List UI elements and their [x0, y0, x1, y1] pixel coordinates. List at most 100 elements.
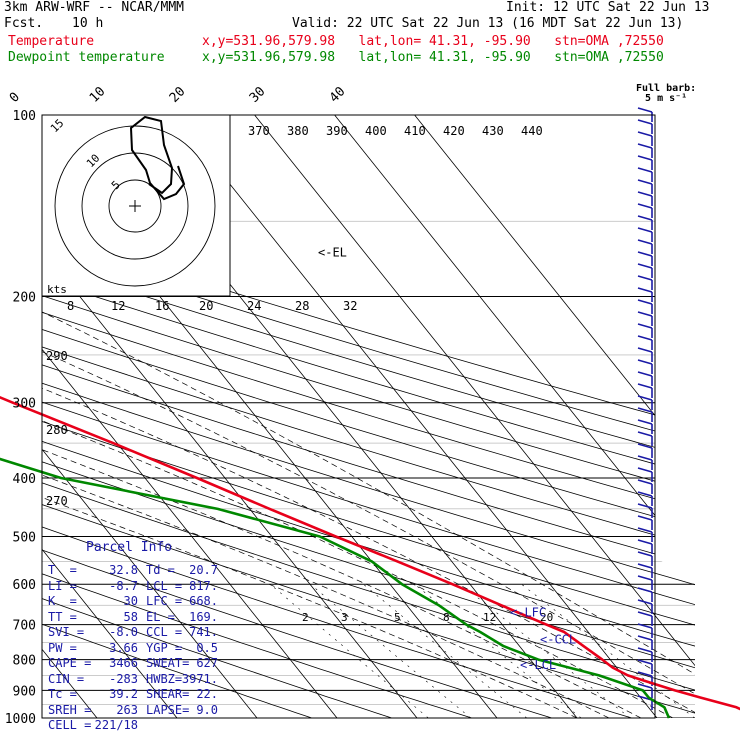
wind-barb	[637, 263, 653, 278]
dry-adiabat	[42, 115, 695, 718]
parcel-info-c: YGP =	[146, 640, 183, 655]
temperature-tick-label: 0	[7, 90, 23, 106]
speed-scale-label: 20	[199, 299, 213, 313]
parcel-info-a: PW =	[48, 640, 77, 655]
speed-scale-label: 24	[247, 299, 261, 313]
speed-scale-label: 28	[295, 299, 309, 313]
wind-barb-flag	[637, 539, 653, 545]
location-info-temperature: x,y=531.96,579.98 lat,lon= 41.31, -95.90…	[202, 34, 664, 49]
theta-label: 380	[287, 124, 309, 138]
dry-adiabat	[42, 115, 675, 718]
wind-barb-flag	[637, 263, 653, 269]
wind-barb	[637, 455, 653, 470]
wind-barb	[637, 527, 653, 542]
location-info-dewpoint: x,y=531.96,579.98 lat,lon= 41.31, -95.90…	[202, 50, 664, 65]
wind-barb	[637, 179, 653, 194]
mixing-ratio-label: 8	[443, 611, 450, 624]
full-barb-units: 5 m s⁻¹	[645, 93, 688, 104]
wind-barb-flag	[637, 155, 653, 161]
wind-barb	[637, 119, 653, 134]
pressure-tick-label: 300	[13, 397, 36, 412]
dry-adiabat	[42, 115, 695, 718]
theta-label: 420	[443, 124, 465, 138]
mixing-ratio-label: 3	[341, 611, 348, 624]
moist-adiabat	[42, 296, 695, 718]
dry-adiabat	[42, 115, 695, 718]
wind-barb	[637, 287, 653, 302]
wind-barb-flag	[637, 431, 653, 437]
parcel-info-b: 39.2	[109, 687, 138, 701]
speed-scale-label: 32	[343, 299, 357, 313]
parcel-info-d: 627	[196, 656, 218, 670]
theta-label: 390	[326, 124, 348, 138]
sounding-profiles	[0, 395, 740, 719]
forecast-value: 10 h	[72, 16, 104, 31]
init-time: Init: 12 UTC Sat 22 Jun 13	[506, 0, 710, 15]
wind-barb	[637, 203, 653, 218]
parcel-info-b: 3.66	[109, 640, 138, 655]
wind-barb-flag	[637, 227, 653, 233]
dry-adiabat	[42, 115, 432, 718]
wind-barb-flag	[637, 299, 653, 305]
wind-barb-flag	[637, 203, 653, 209]
pressure-tick-label: 1000	[5, 712, 36, 727]
parcel-info-d: 741.	[189, 625, 218, 639]
wind-barb-flag	[637, 311, 653, 317]
wind-barb-flag	[637, 671, 653, 677]
isotherm-line	[42, 115, 258, 718]
parcel-info-c: HWBZ=	[146, 671, 183, 686]
pressure-tick-label: 600	[13, 578, 36, 593]
full-barb-title: Full barb:	[636, 83, 697, 94]
parcel-info-a: SREH =	[48, 702, 92, 717]
hodograph-unit-label: kts	[47, 283, 67, 296]
wind-barb-flag	[637, 563, 653, 569]
wind-barb-flag	[637, 191, 653, 197]
parcel-info-c: LFC =	[146, 594, 183, 608]
parcel-info-a: CAPE =	[48, 656, 92, 670]
wind-barb	[637, 131, 653, 146]
wind-barb-flag	[637, 623, 653, 629]
wind-barb	[637, 503, 653, 518]
wind-barb	[637, 443, 653, 458]
mixing-ratio-label: 5	[394, 611, 401, 624]
pressure-tick-label: 700	[13, 619, 36, 634]
wind-barb-flag	[637, 323, 653, 329]
parcel-info-b: 221/18	[94, 718, 138, 732]
parcel-info-b: -8.0	[109, 625, 138, 639]
wind-barb	[637, 167, 653, 182]
wind-barb	[637, 191, 653, 206]
mixing-ratio-label: 20	[540, 611, 553, 624]
mixing-ratio-label: 12	[483, 611, 496, 624]
wind-barb	[637, 419, 653, 434]
dry-adiabat	[42, 115, 594, 718]
wind-barb-flag	[637, 599, 653, 605]
dry-adiabat	[42, 115, 695, 718]
pressure-tick-label: 500	[13, 530, 36, 545]
speed-scale-label: 16	[155, 299, 169, 313]
wind-barb-flag	[637, 467, 653, 473]
moist-adiabat	[42, 296, 642, 718]
theta-side-label: 270	[46, 494, 68, 508]
wind-barb-flag	[637, 347, 653, 353]
mixing-ratio-line	[270, 583, 429, 718]
dry-adiabat	[42, 115, 695, 718]
forecast-label: Fcst.	[4, 16, 44, 31]
temperature-profile	[0, 395, 740, 711]
wind-barb-flag	[637, 167, 653, 173]
wind-barb	[637, 515, 653, 530]
pressure-tick-label: 800	[13, 654, 36, 669]
wind-barb-flag	[637, 119, 653, 125]
dry-adiabat	[42, 115, 695, 718]
hodograph-trace	[129, 115, 186, 201]
parcel-info-d: 0.5	[196, 640, 218, 655]
wind-barb	[637, 107, 653, 122]
parcel-info-c: SWEAT=	[146, 656, 190, 670]
parcel-info-d: 22.	[196, 687, 218, 701]
pressure-tick-label: 900	[13, 684, 36, 699]
dry-adiabat	[42, 115, 695, 718]
wind-barb	[637, 275, 653, 290]
wind-barb-flag	[637, 503, 653, 509]
dry-adiabat	[42, 115, 695, 718]
parcel-info-a: CIN =	[48, 671, 85, 686]
